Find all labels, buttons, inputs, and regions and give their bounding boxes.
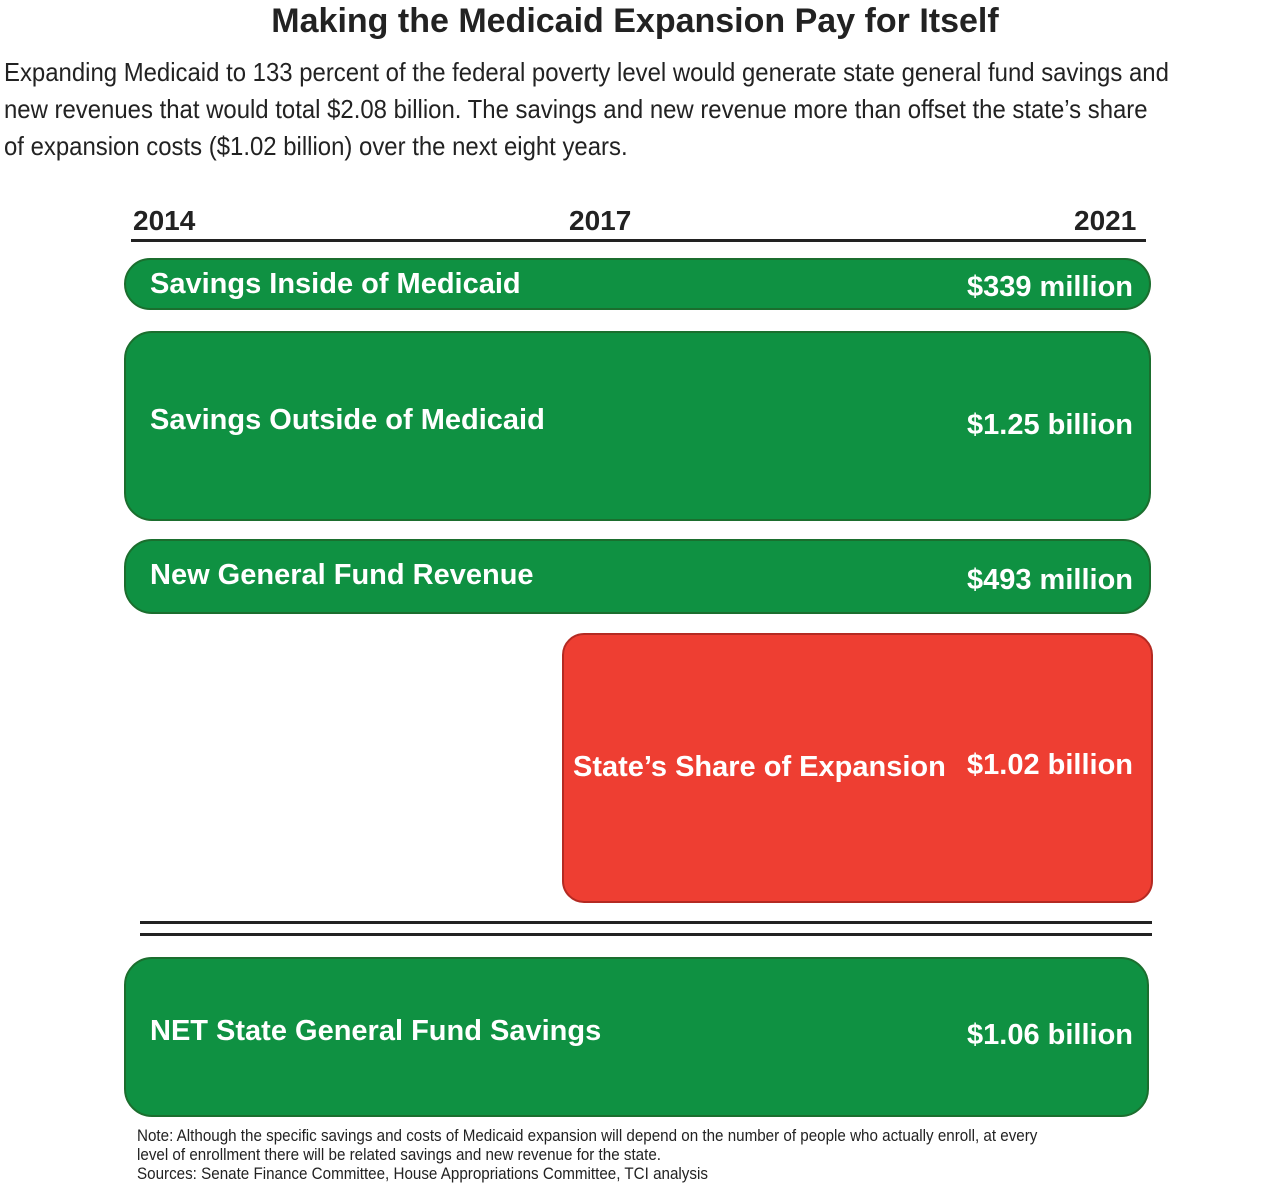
note-text: Note: Although the specific savings and …: [137, 1127, 1038, 1164]
sources-text: Sources: Senate Finance Committee, House…: [137, 1165, 708, 1183]
bar-label: NET State General Fund Savings: [150, 1015, 602, 1047]
axis-tick-start: 2014: [133, 205, 196, 236]
bar-label: Savings Outside of Medicaid: [150, 404, 545, 436]
bar-value: $1.06 billion: [967, 1019, 1133, 1051]
separator-line-top: [140, 921, 1152, 924]
axis-tick-end: 2021: [1074, 205, 1137, 236]
bar-value: $1.25 billion: [967, 409, 1133, 441]
bar-net-state-general-fund-savings: NET State General Fund Savings $1.06 bil…: [124, 957, 1149, 1117]
bar-label: State’s Share of Expansion: [573, 751, 946, 783]
separator-line-bottom: [140, 933, 1152, 936]
axis-line: [131, 239, 1146, 242]
bar-savings-outside-medicaid: Savings Outside of Medicaid $1.25 billio…: [124, 331, 1151, 521]
bar-new-general-fund-revenue: New General Fund Revenue $493 million: [124, 539, 1151, 614]
axis-tick-mid: 2017: [569, 205, 632, 236]
bar-label: Savings Inside of Medicaid: [150, 268, 521, 300]
bar-value: $1.02 billion: [967, 749, 1133, 781]
bar-value: $493 million: [966, 564, 1133, 596]
footnote: Note: Although the specific savings and …: [137, 1127, 1057, 1184]
bar-label: New General Fund Revenue: [150, 559, 534, 591]
chart-title: Making the Medicaid Expansion Pay for It…: [271, 2, 999, 40]
bar-value: $339 million: [966, 271, 1133, 303]
bar-savings-inside-medicaid: Savings Inside of Medicaid $339 million: [124, 258, 1151, 310]
chart-subtitle: Expanding Medicaid to 133 percent of the…: [4, 57, 1169, 161]
bar-state-share-of-expansion: State’s Share of Expansion $1.02 billion: [562, 633, 1153, 903]
